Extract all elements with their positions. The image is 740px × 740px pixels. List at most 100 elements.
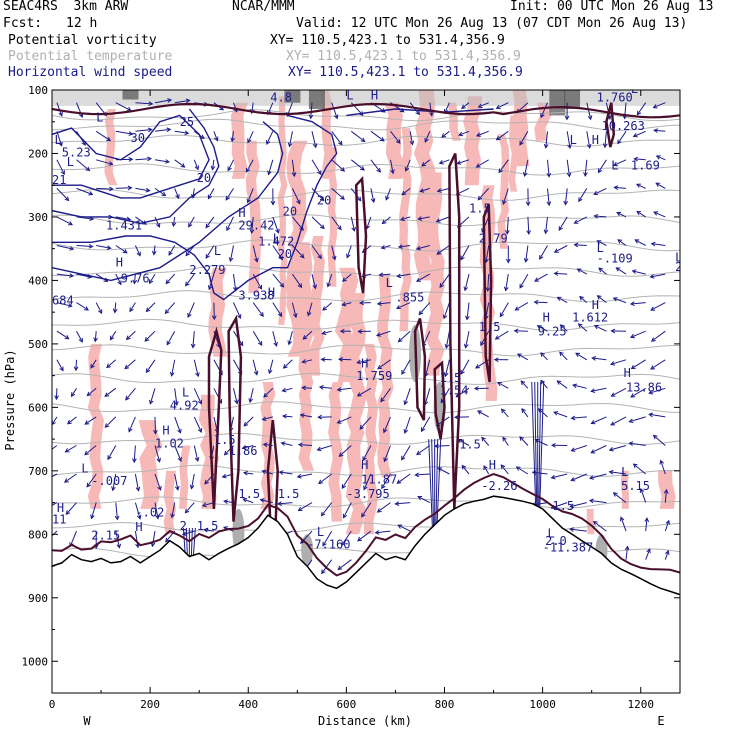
wind-vector: [149, 273, 156, 284]
x-end-label-east: E: [657, 714, 664, 728]
wind-vector-head: [586, 143, 592, 149]
wind-vector-head: [650, 337, 656, 342]
wind-vector: [649, 387, 666, 394]
wind-vector-head: [370, 198, 376, 204]
wind-vector: [84, 445, 97, 456]
wind-vector: [252, 330, 263, 346]
wind-vector-head: [653, 211, 659, 216]
wind-vector: [145, 359, 156, 373]
pv-shade-streak: [260, 382, 276, 509]
high-marker: H: [57, 501, 64, 515]
wind-vector-head: [174, 401, 179, 407]
wind-vector: [339, 358, 352, 361]
theta-contour: [52, 496, 680, 509]
wind-vector-head: [281, 387, 287, 393]
wind-vector: [592, 357, 607, 361]
wind-vector-head: [505, 258, 511, 264]
high-marker: H: [135, 520, 142, 534]
y-tick-label: 600: [28, 401, 48, 414]
wind-vector-head: [167, 98, 173, 103]
wind-vector: [115, 245, 128, 254]
wind-vector: [95, 130, 111, 142]
wind-vector: [213, 131, 218, 141]
wind-vector-head: [609, 361, 616, 366]
wind-vector: [370, 130, 385, 142]
wind-vector: [281, 442, 293, 446]
contour-label: 1.5: [214, 433, 236, 447]
wind-vector-head: [473, 386, 479, 391]
wind-vector: [574, 216, 588, 224]
wind-vector: [557, 380, 568, 389]
high-marker: H: [162, 424, 169, 438]
wind-vector: [476, 159, 489, 168]
wind-vector-head: [385, 195, 390, 201]
wind-vector: [311, 216, 325, 229]
wind-vector: [633, 463, 647, 475]
wind-vector: [401, 188, 411, 196]
wind-vector: [597, 159, 607, 173]
wind-vector: [604, 131, 607, 148]
wind-vector-head: [85, 166, 91, 172]
wind-vector: [645, 548, 651, 560]
wind-vector: [65, 445, 77, 453]
wind-vector: [500, 464, 509, 475]
wind-vector: [194, 130, 205, 139]
wind-vector: [204, 529, 214, 532]
wind-vector: [640, 488, 647, 503]
wind-vector-head: [253, 370, 259, 376]
contour-label: -.007: [91, 474, 127, 488]
wind-vector-head: [184, 508, 190, 514]
wind-vector: [289, 131, 293, 147]
pv-shade-streak: [286, 140, 308, 357]
wind-vector-head: [84, 450, 90, 456]
wind-vector: [243, 498, 254, 504]
wind-vector: [540, 380, 548, 389]
wind-vector-head: [87, 274, 93, 279]
wind-vector: [629, 416, 646, 423]
contour-label: 9.25: [538, 325, 567, 339]
wind-vector: [225, 188, 234, 201]
wind-vector: [95, 273, 108, 282]
wind-vector-head: [339, 328, 345, 334]
wind-vector: [283, 359, 293, 369]
low-marker: L: [96, 111, 103, 125]
wind-vector: [191, 473, 195, 489]
pv-shade-streak: [512, 90, 530, 167]
wind-vector-head: [404, 166, 410, 172]
wind-vector-head: [287, 340, 292, 346]
terrain-line: [51, 495, 681, 596]
wind-vector-head: [570, 415, 576, 421]
wind-vector-head: [78, 337, 83, 343]
wind-vector: [383, 416, 391, 433]
wind-vector-head: [357, 536, 362, 542]
wind-vector-head: [108, 214, 114, 220]
wind-vector: [135, 187, 150, 192]
wind-vector-head: [396, 273, 402, 279]
wind-vector-head: [537, 408, 543, 413]
wind-vector: [457, 439, 470, 446]
wind-vector-head: [204, 479, 209, 485]
wind-vector: [55, 388, 58, 400]
wind-vector: [114, 302, 117, 313]
wind-vector: [307, 302, 313, 316]
wind-vector: [128, 416, 136, 432]
wind-vector: [593, 187, 607, 195]
wind-vector-head: [297, 283, 303, 289]
wind-vector-head: [174, 485, 180, 491]
contour-label: 20: [317, 193, 331, 207]
wind-vector: [401, 359, 411, 375]
wind-vector-head: [249, 229, 255, 235]
wind-vector: [437, 467, 450, 475]
wind-vector-head: [128, 157, 134, 162]
wind-vector: [104, 387, 117, 397]
wind-vector-head: [266, 139, 271, 145]
pv-contour: [207, 326, 223, 509]
wind-vector-head: [351, 226, 356, 232]
contour-label: 1.612: [572, 311, 608, 325]
wind-vector-head: [558, 226, 563, 231]
center-label: NCAR/MMM: [232, 0, 295, 14]
wind-vector-head: [342, 513, 348, 519]
wind-vector: [76, 245, 93, 247]
wind-vector-head: [322, 306, 328, 311]
wind-vector: [56, 245, 74, 250]
